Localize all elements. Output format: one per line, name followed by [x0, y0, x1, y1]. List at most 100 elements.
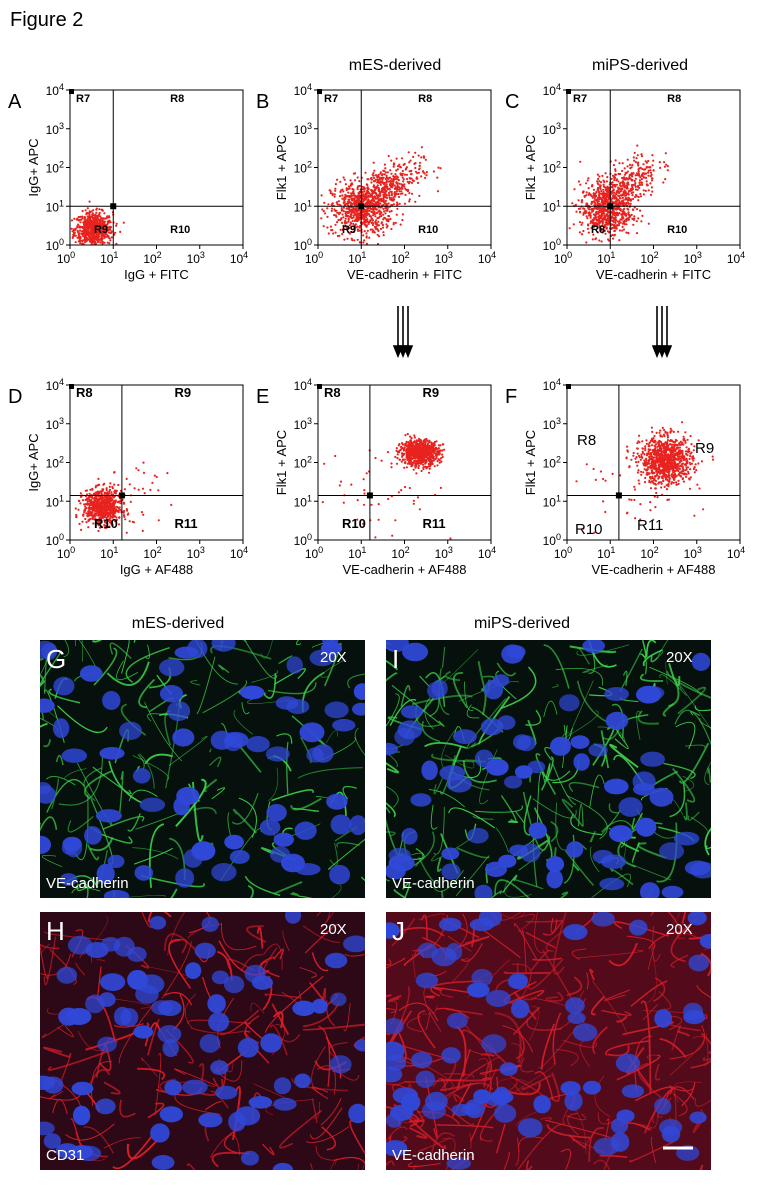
y-axis-label: Flk1 + APC — [274, 135, 289, 200]
y-axis-label: Flk1 + APC — [523, 135, 538, 200]
x-tick-label: 101 — [597, 545, 615, 561]
region-label: R9 — [342, 224, 356, 236]
region-label: R10 — [342, 516, 366, 531]
magnification: 20X — [320, 921, 347, 938]
panel-letter: H — [46, 916, 65, 946]
panel-letter: G — [46, 644, 66, 674]
panel-letter: D — [8, 386, 22, 408]
x-tick-label: 104 — [727, 250, 745, 266]
flow-plot: 100100101101102102103103104104VE-cadheri… — [256, 377, 496, 577]
region-label: R8 — [324, 385, 341, 400]
y-tick-label: 102 — [294, 455, 312, 471]
region-label: R11 — [174, 516, 197, 531]
y-tick-label: 100 — [46, 532, 64, 548]
x-tick-label: 103 — [684, 545, 702, 561]
x-axis-label: VE-cadherin + AF488 — [343, 562, 467, 577]
y-tick-label: 100 — [46, 237, 64, 253]
y-tick-label: 101 — [294, 493, 312, 509]
column-header: mES-derived — [349, 57, 441, 74]
y-tick-label: 103 — [294, 416, 312, 432]
y-axis-label: Flk1 + APC — [274, 430, 289, 495]
y-tick-label: 101 — [46, 198, 64, 214]
region-label: R7 — [573, 93, 587, 105]
region-label: R10 — [575, 521, 603, 538]
flow-plot: 100100101101102102103103104104VE-cadheri… — [505, 377, 745, 577]
gate-marker — [358, 203, 364, 209]
y-tick-label: 100 — [543, 237, 561, 253]
panel-letter: E — [256, 386, 269, 408]
panel-letter: B — [256, 91, 269, 113]
region-label: R8 — [591, 224, 605, 236]
x-tick-label: 103 — [435, 250, 453, 266]
x-axis-label: IgG + AF488 — [120, 562, 193, 577]
stain-label: VE-cadherin — [392, 875, 475, 892]
region-label: R9 — [94, 224, 108, 236]
region-label: R11 — [637, 517, 663, 534]
x-tick-label: 103 — [684, 250, 702, 266]
y-tick-label: 103 — [46, 121, 64, 137]
region-label: R9 — [174, 385, 191, 400]
x-axis-label: VE-cadherin + AF488 — [592, 562, 716, 577]
region-label: R10 — [418, 224, 438, 236]
x-tick-label: 104 — [478, 250, 496, 266]
x-tick-label: 104 — [478, 545, 496, 561]
panel-letter: F — [505, 386, 517, 408]
stain-label: VE-cadherin — [392, 1147, 475, 1164]
x-tick-label: 101 — [100, 545, 118, 561]
panel-letter: A — [8, 91, 22, 113]
x-tick-label: 100 — [305, 545, 323, 561]
y-tick-label: 104 — [543, 377, 561, 393]
stain-label: CD31 — [46, 1147, 84, 1164]
x-tick-label: 104 — [230, 545, 248, 561]
y-tick-label: 102 — [543, 455, 561, 471]
y-tick-label: 104 — [543, 82, 561, 98]
x-tick-label: 101 — [348, 250, 366, 266]
y-tick-label: 101 — [46, 493, 64, 509]
arrows — [394, 306, 671, 356]
micrograph: G 20X VE-cadherin — [0, 602, 420, 953]
x-axis-label: VE-cadherin + FITC — [347, 267, 462, 282]
gate-marker — [607, 203, 613, 209]
x-axis-label: IgG + FITC — [124, 267, 189, 282]
y-axis-label: IgG+ APC — [26, 433, 41, 491]
region-label: R8 — [577, 432, 596, 449]
x-tick-label: 102 — [391, 250, 409, 266]
region-label: R8 — [667, 93, 681, 105]
x-tick-label: 100 — [554, 250, 572, 266]
gate-marker — [110, 203, 116, 209]
region-label: R10 — [667, 224, 687, 236]
x-tick-label: 100 — [305, 250, 323, 266]
region-label: R8 — [170, 93, 184, 105]
x-tick-label: 100 — [57, 545, 75, 561]
x-tick-label: 102 — [143, 250, 161, 266]
y-tick-label: 101 — [543, 198, 561, 214]
x-tick-label: 102 — [143, 545, 161, 561]
y-tick-label: 102 — [294, 160, 312, 176]
x-tick-label: 101 — [597, 250, 615, 266]
column-header: mES-derived — [132, 615, 224, 632]
x-tick-label: 101 — [348, 545, 366, 561]
x-tick-label: 101 — [100, 250, 118, 266]
gate-marker — [119, 492, 125, 498]
y-tick-label: 102 — [46, 455, 64, 471]
x-tick-label: 103 — [187, 545, 205, 561]
y-tick-label: 103 — [294, 121, 312, 137]
column-header: miPS-derived — [592, 57, 688, 74]
event-dots — [71, 201, 125, 246]
stain-label: VE-cadherin — [46, 875, 129, 892]
magnification: 20X — [666, 649, 693, 666]
y-tick-label: 104 — [46, 82, 64, 98]
y-tick-label: 101 — [294, 198, 312, 214]
region-label: R8 — [76, 385, 93, 400]
y-tick-label: 102 — [46, 160, 64, 176]
y-tick-label: 103 — [46, 416, 64, 432]
flow-plot: 100100101101102102103103104104VE-cadheri… — [256, 82, 496, 282]
region-label: R7 — [76, 93, 90, 105]
y-tick-label: 101 — [543, 493, 561, 509]
magnification: 20X — [666, 921, 693, 938]
y-tick-label: 100 — [294, 237, 312, 253]
x-tick-label: 104 — [727, 545, 745, 561]
